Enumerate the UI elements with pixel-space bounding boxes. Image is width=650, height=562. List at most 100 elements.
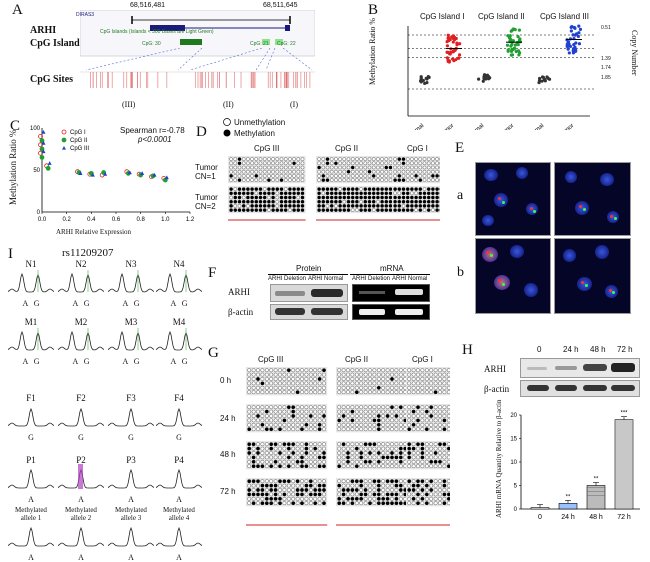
unmethylated-cpg <box>318 391 321 394</box>
unmethylated-cpg <box>261 391 264 394</box>
methylated-cpg <box>326 188 329 191</box>
unmethylated-cpg <box>263 170 266 173</box>
methylated-cpg <box>398 196 401 199</box>
h-bar <box>531 508 549 509</box>
allele-label: A <box>156 495 202 504</box>
methylated-cpg <box>265 484 268 487</box>
trace-line <box>156 274 202 292</box>
unmethylated-cpg <box>373 382 376 385</box>
methylated-cpg <box>238 192 241 195</box>
unmethylated-cpg <box>283 465 286 468</box>
h-y-tick-label: 15 <box>510 437 517 443</box>
unmethylated-cpg <box>351 170 354 173</box>
unmethylated-cpg <box>386 419 389 422</box>
unmethylated-cpg <box>431 170 434 173</box>
panel-a-cpg-21: CpG: 21 <box>250 41 269 47</box>
unmethylated-cpg <box>434 447 437 450</box>
unmethylated-cpg <box>381 174 384 177</box>
unmethylated-cpg <box>438 419 441 422</box>
b-tumor-point <box>452 40 455 43</box>
unmethylated-cpg <box>263 179 266 182</box>
unmethylated-cpg <box>386 382 389 385</box>
h-significance: *** <box>620 411 628 417</box>
unmethylated-cpg <box>399 428 402 431</box>
unmethylated-cpg <box>368 410 371 413</box>
chromatogram-trace <box>156 464 202 490</box>
methylated-cpg <box>287 369 290 372</box>
unmethylated-cpg <box>389 174 392 177</box>
methylated-cpg <box>270 484 273 487</box>
methylated-cpg <box>278 497 281 500</box>
methylated-cpg <box>263 192 266 195</box>
unmethylated-cpg <box>415 162 418 165</box>
unmethylated-cpg <box>402 174 405 177</box>
unmethylated-cpg <box>261 419 264 422</box>
unmethylated-cpg <box>255 179 258 182</box>
methylated-cpg <box>364 460 367 463</box>
unmethylated-cpg <box>246 174 249 177</box>
methylated-cpg <box>255 209 258 212</box>
unmethylated-cpg <box>389 158 392 161</box>
methylated-cpg <box>238 200 241 203</box>
methylated-cpg <box>415 188 418 191</box>
methylated-cpg <box>398 174 401 177</box>
methylated-cpg <box>318 488 321 491</box>
unmethylated-cpg <box>372 158 375 161</box>
unmethylated-cpg <box>368 484 371 487</box>
unmethylated-cpg <box>292 447 295 450</box>
methylated-cpg <box>293 188 296 191</box>
methylated-cpg <box>276 188 279 191</box>
allele-label: A G <box>58 357 104 366</box>
methylated-cpg <box>364 493 367 496</box>
h-bar <box>559 503 577 509</box>
methylated-cpg <box>425 428 428 431</box>
unmethylated-cpg <box>305 497 308 500</box>
unmethylated-cpg <box>360 170 363 173</box>
unmethylated-cpg <box>246 166 249 169</box>
unmethylated-cpg <box>416 414 419 417</box>
unmethylated-cpg <box>382 406 385 409</box>
unmethylated-cpg <box>234 158 237 161</box>
methylated-cpg <box>402 209 405 212</box>
unmethylated-cpg <box>399 373 402 376</box>
unmethylated-cpg <box>252 382 255 385</box>
unmethylated-cpg <box>265 414 268 417</box>
methylated-cpg <box>292 410 295 413</box>
unmethylated-cpg <box>434 386 437 389</box>
methylated-cpg <box>280 196 283 199</box>
unmethylated-cpg <box>398 166 401 169</box>
methylated-cpg <box>296 460 299 463</box>
methylated-cpg <box>251 196 254 199</box>
unmethylated-cpg <box>427 162 430 165</box>
methylated-cpg <box>389 166 392 169</box>
unmethylated-cpg <box>386 410 389 413</box>
unmethylated-cpg <box>347 174 350 177</box>
b-tumor-point <box>570 26 573 29</box>
unmethylated-cpg <box>288 170 291 173</box>
unmethylated-cpg <box>368 158 371 161</box>
unmethylated-cpg <box>438 447 441 450</box>
unmethylated-cpg <box>318 414 321 417</box>
unmethylated-cpg <box>334 166 337 169</box>
methylated-cpg <box>436 209 439 212</box>
unmethylated-cpg <box>364 410 367 413</box>
unmethylated-cpg <box>395 423 398 426</box>
unmethylated-cpg <box>347 158 350 161</box>
methylated-cpg <box>423 196 426 199</box>
methylated-cpg <box>436 196 439 199</box>
unmethylated-cpg <box>318 382 321 385</box>
unmethylated-cpg <box>416 428 419 431</box>
methylated-cpg <box>274 497 277 500</box>
methylated-cpg <box>385 188 388 191</box>
methylated-cpg <box>252 502 255 505</box>
unmethylated-cpg <box>376 174 379 177</box>
unmethylated-cpg <box>412 414 415 417</box>
methylated-cpg <box>364 200 367 203</box>
unmethylated-cpg <box>287 484 290 487</box>
methylated-cpg <box>399 456 402 459</box>
unmethylated-cpg <box>364 170 367 173</box>
panel-f-protein-arhi-blot <box>270 284 348 302</box>
unmethylated-cpg <box>416 447 419 450</box>
unmethylated-cpg <box>447 480 450 483</box>
methylated-cpg <box>274 443 277 446</box>
